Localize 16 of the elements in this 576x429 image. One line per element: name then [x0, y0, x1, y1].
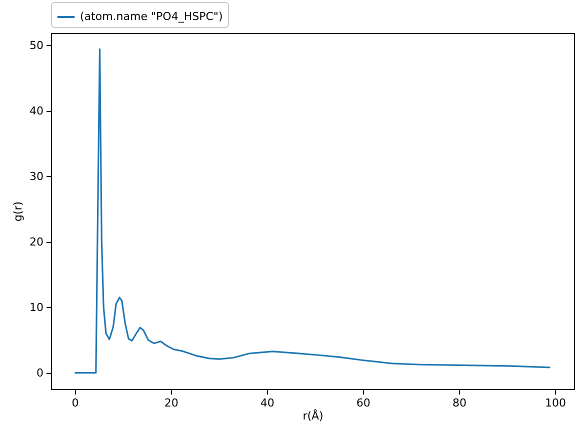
x-tick-label: 0: [72, 396, 79, 410]
y-tick-label: 10: [30, 300, 44, 314]
x-tick-label: 20: [164, 396, 178, 410]
x-tick-label: 60: [356, 396, 370, 410]
x-axis-title: r(Å): [302, 408, 324, 422]
x-tick-label: 100: [545, 396, 566, 410]
line-series: [74, 48, 552, 374]
y-tick-label: 50: [30, 38, 44, 52]
y-tick-label: 40: [30, 104, 44, 118]
x-tick-label: 80: [452, 396, 466, 410]
y-tick-label: 20: [30, 235, 44, 248]
y-tick-label: 30: [30, 170, 44, 183]
legend-label: (atom.name "PO4_HSPC"): [80, 10, 223, 23]
y-axis-title: g(r): [12, 201, 25, 222]
y-tick-label: 0: [36, 366, 44, 380]
x-tick-label: 40: [260, 396, 274, 410]
